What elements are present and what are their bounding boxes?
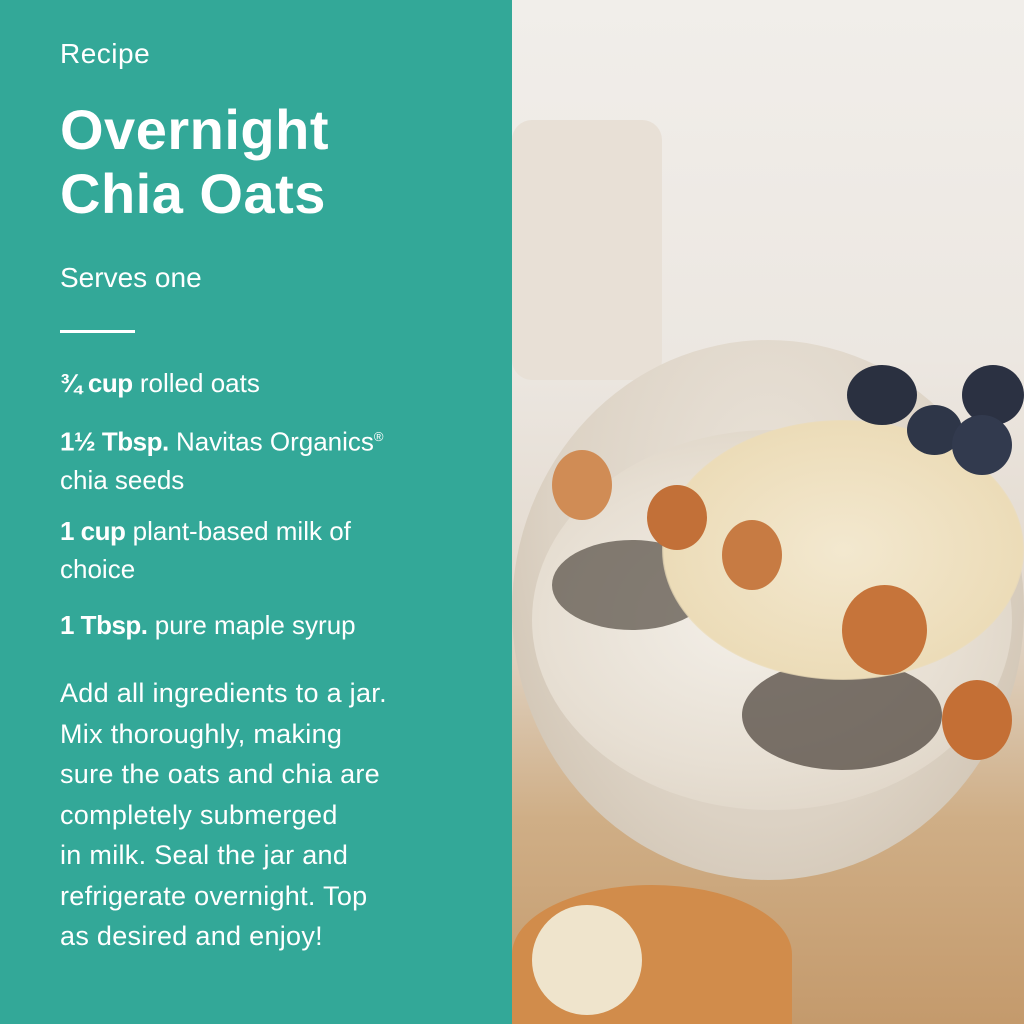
blueberry — [847, 365, 917, 425]
ingredient-item: ¾ cup rolled oats — [60, 364, 260, 402]
ingredient-name: plant-based milk of — [132, 516, 351, 546]
background-cup — [512, 120, 662, 380]
ingredient-item: 1½ Tbsp. Navitas Organics® chia seeds — [60, 418, 384, 499]
hazelnut — [552, 450, 612, 520]
hazelnut — [942, 680, 1012, 760]
instruction-line: in milk. Seal the jar and — [60, 840, 349, 870]
ingredient-name-cont: chia seeds — [60, 464, 185, 495]
instruction-line: as desired and enjoy! — [60, 921, 323, 951]
ingredient-item: 1 cup plant-based milk of choice — [60, 512, 351, 588]
instruction-line: Mix thoroughly, making — [60, 718, 343, 749]
serves-text: Serves one — [60, 262, 202, 293]
blueberry — [962, 365, 1024, 425]
registered-mark: ® — [373, 429, 384, 444]
ingredient-item: 1 Tbsp. pure maple syrup — [60, 606, 356, 644]
instruction-line: completely submerged — [60, 799, 338, 830]
food-photo — [512, 0, 1024, 1024]
ingredient-amount: 1 Tbsp. — [60, 610, 148, 640]
divider — [60, 330, 135, 333]
instruction-line: refrigerate overnight. Top — [60, 880, 368, 911]
hazelnut — [647, 485, 707, 550]
instructions: Add all ingredients to a jar. Mix thorou… — [60, 673, 387, 957]
ingredient-name: pure maple syrup — [154, 610, 356, 640]
banana-slice — [532, 905, 642, 1015]
ingredient-name: Navitas Organics — [175, 426, 374, 457]
ingredient-amount: 1½ Tbsp. — [60, 426, 169, 457]
instruction-line: Add all ingredients to a jar. — [60, 678, 387, 708]
recipe-label: Recipe — [60, 38, 151, 69]
ingredient-name-cont: choice — [60, 554, 136, 584]
hazelnut — [722, 520, 782, 590]
recipe-title: Overnight Chia Oats — [60, 98, 329, 226]
recipe-panel: Recipe Overnight Chia Oats Serves one ¾ … — [0, 0, 512, 1024]
title-line: Chia Oats — [60, 162, 326, 225]
ingredient-name: rolled oats — [139, 368, 260, 398]
blueberry — [952, 415, 1012, 475]
title-line: Overnight — [60, 98, 329, 161]
ingredient-amount: 1 cup — [60, 516, 126, 546]
instruction-line: sure the oats and chia are — [60, 759, 381, 789]
ingredient-amount: ¾ cup — [60, 368, 133, 398]
hazelnut — [842, 585, 927, 675]
